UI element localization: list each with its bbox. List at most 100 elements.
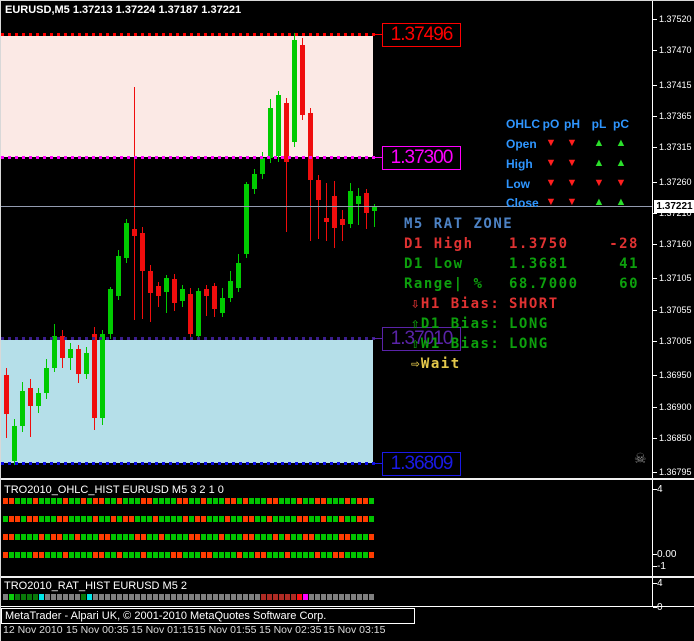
hist-dot: [249, 516, 254, 522]
price-level-tick: [373, 157, 382, 158]
hist-dot: [21, 498, 26, 504]
candle: [244, 184, 249, 254]
hist-dot: [135, 534, 140, 540]
price-tick-label: 1.37415: [659, 80, 692, 90]
current-price-badge: 1.37221: [654, 200, 694, 213]
rat-panel-value: SHORT: [509, 296, 559, 312]
hist-dot: [3, 498, 8, 504]
hist-dot: [57, 552, 62, 558]
hist-dot: [345, 552, 350, 558]
hist-dot: [363, 516, 368, 522]
candle: [252, 174, 257, 189]
candle: [332, 196, 337, 228]
hist-dot: [207, 498, 212, 504]
hist-dot: [147, 594, 152, 600]
hist-dot: [33, 594, 38, 600]
candle-wick: [142, 227, 143, 319]
hist-dot: [159, 498, 164, 504]
down-arrow-icon: ▼: [545, 196, 557, 208]
rat-panel-text: Range| %: [404, 276, 484, 292]
hist-dot: [315, 534, 320, 540]
hist-dot: [105, 594, 110, 600]
hist-dot: [237, 516, 242, 522]
price-tick-label: 1.37055: [659, 305, 692, 315]
hist-dot: [321, 534, 326, 540]
hist-dot: [297, 498, 302, 504]
price-level-label: 1.37300: [382, 146, 461, 170]
hist-dot: [45, 516, 50, 522]
candle: [76, 349, 81, 374]
hist-dot: [15, 498, 20, 504]
skull-icon: ☠: [634, 450, 647, 466]
price-tick-dash: [653, 182, 657, 183]
hist-dot: [15, 552, 20, 558]
hist-dot: [357, 498, 362, 504]
hist-dot: [255, 552, 260, 558]
hist-dot: [285, 594, 290, 600]
price-tick-dash: [653, 407, 657, 408]
hist-dot: [63, 534, 68, 540]
hist-dot: [303, 516, 308, 522]
hist-dot: [33, 498, 38, 504]
candle: [204, 289, 209, 296]
candle: [4, 375, 9, 414]
hist-dot: [45, 498, 50, 504]
rat-panel-delta: 41: [619, 256, 639, 272]
hist-dot: [369, 516, 374, 522]
hist-dot: [9, 534, 14, 540]
hist-dot: [75, 594, 80, 600]
candle: [164, 278, 169, 292]
hist-dot: [75, 516, 80, 522]
hist-dot: [183, 534, 188, 540]
candle-wick: [150, 265, 151, 322]
hist-dot: [357, 534, 362, 540]
hist-dot: [291, 498, 296, 504]
hist-dot: [3, 516, 8, 522]
hist-dot: [279, 516, 284, 522]
hist-dot: [195, 498, 200, 504]
price-tick-dash: [653, 341, 657, 342]
hist-dot: [237, 534, 242, 540]
pane-splitter-1[interactable]: [1, 478, 694, 480]
hist-dot: [279, 534, 284, 540]
rat-panel-text: M5 RAT ZONE: [404, 216, 514, 232]
ohlc-header: pO: [542, 117, 560, 131]
candle: [140, 233, 145, 271]
hist-dot: [363, 498, 368, 504]
ohlc-row-label: High: [506, 157, 533, 171]
candle: [316, 180, 321, 200]
price-tick-label: 1.37160: [659, 239, 692, 249]
down-arrow-icon: ▼: [566, 196, 578, 208]
candle: [268, 108, 273, 158]
candle-wick: [318, 175, 319, 239]
indicator2-label: TRO2010_RAT_HIST EURUSD M5 2: [4, 580, 187, 592]
hist-dot: [123, 534, 128, 540]
candle: [196, 291, 201, 336]
hist-dot: [159, 534, 164, 540]
indicator-scale-tick: [653, 554, 657, 555]
hist-dot: [345, 534, 350, 540]
hist-dot: [267, 516, 272, 522]
hist-dot: [315, 498, 320, 504]
hist-dot: [303, 594, 308, 600]
hist-dot: [345, 498, 350, 504]
hist-dot: [231, 498, 236, 504]
hist-dot: [81, 516, 86, 522]
hist-dot: [357, 594, 362, 600]
hist-dot: [363, 594, 368, 600]
price-level-tick: [373, 463, 382, 464]
price-tick-label: 1.36795: [659, 467, 692, 477]
hist-dot: [219, 498, 224, 504]
price-chart-pane[interactable]: [1, 1, 652, 478]
hist-dot: [153, 516, 158, 522]
hist-dot: [267, 498, 272, 504]
hist-dot: [267, 594, 272, 600]
hist-dot: [177, 552, 182, 558]
resistance-zone-top-border: [1, 33, 377, 36]
hist-dot: [171, 498, 176, 504]
hist-dot: [333, 498, 338, 504]
pane-splitter-2[interactable]: [1, 576, 694, 578]
ohlc-header: pC: [613, 117, 629, 131]
candle: [124, 223, 129, 258]
candle: [148, 271, 153, 293]
